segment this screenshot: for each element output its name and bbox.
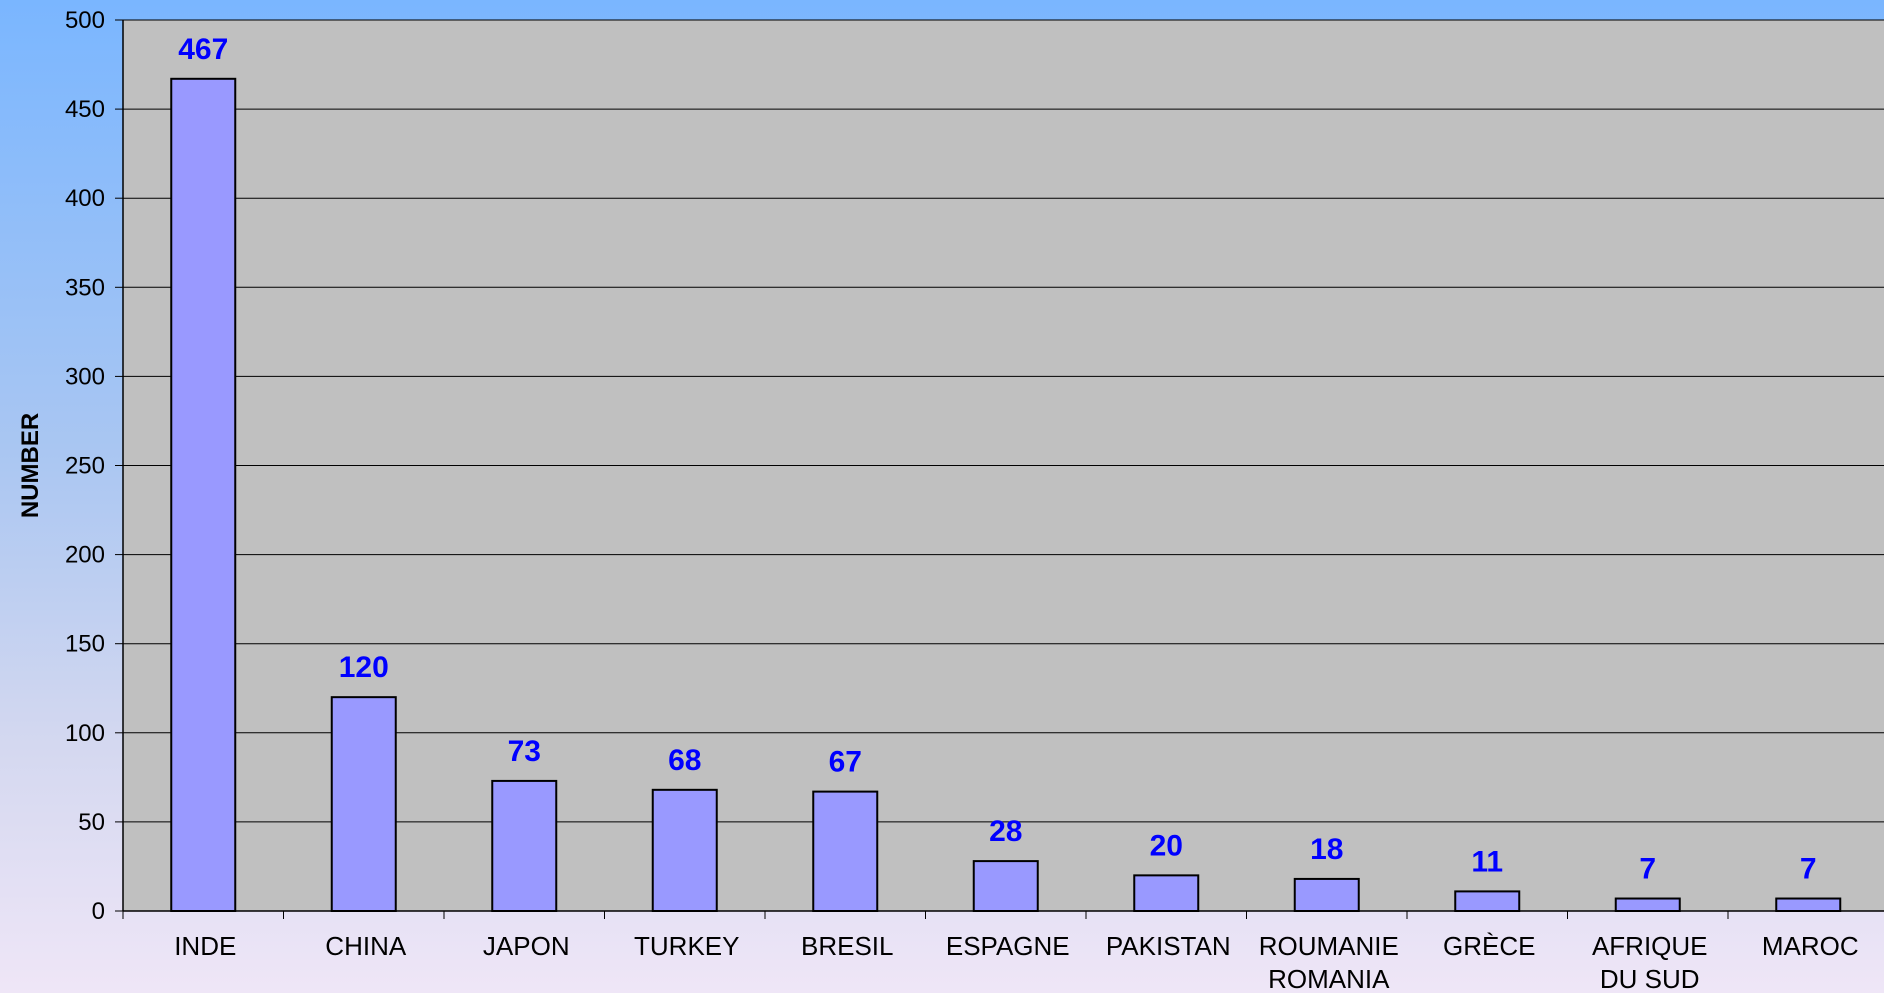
data-label: 28 xyxy=(989,815,1022,848)
category-label: ROUMANIE xyxy=(1259,931,1399,961)
data-label: 68 xyxy=(668,744,701,777)
y-axis-label: NUMBER xyxy=(17,413,44,518)
bar xyxy=(170,77,237,912)
y-tick-label: 150 xyxy=(65,631,105,658)
data-label: 11 xyxy=(1471,845,1503,878)
category-label: ESPAGNE xyxy=(946,931,1070,961)
bar xyxy=(812,790,879,913)
category-label: INDE xyxy=(174,931,236,961)
bar xyxy=(1454,890,1521,913)
bar xyxy=(1775,897,1842,913)
y-tick-label: 0 xyxy=(92,898,105,925)
data-label: 120 xyxy=(339,651,389,684)
data-label: 7 xyxy=(1800,853,1817,886)
bar xyxy=(330,696,397,912)
category-label: MAROC xyxy=(1762,931,1859,961)
category-label: AFRIQUE xyxy=(1592,931,1708,961)
bar xyxy=(491,779,558,912)
y-tick-label: 500 xyxy=(65,7,105,34)
category-label: JAPON xyxy=(483,931,570,961)
y-tick-label: 50 xyxy=(78,809,105,836)
data-label: 67 xyxy=(829,746,862,779)
y-tick-label: 300 xyxy=(65,363,105,390)
data-label: 18 xyxy=(1310,833,1343,866)
category-label: BRESIL xyxy=(801,931,894,961)
y-tick-label: 100 xyxy=(65,720,105,747)
category-label: TURKEY xyxy=(634,931,739,961)
data-label: 7 xyxy=(1639,853,1656,886)
bar xyxy=(972,860,1039,913)
bar xyxy=(1293,877,1360,913)
category-label: ROMANIA xyxy=(1268,964,1390,993)
category-label: DU SUD xyxy=(1600,964,1700,993)
y-tick-label: 250 xyxy=(65,453,105,480)
y-tick-label: 400 xyxy=(65,185,105,212)
data-label: 73 xyxy=(508,735,541,768)
y-tick-label: 200 xyxy=(65,542,105,569)
bar xyxy=(1614,897,1681,913)
y-tick-label: 350 xyxy=(65,274,105,301)
bar xyxy=(1133,874,1200,912)
y-tick-label: 450 xyxy=(65,96,105,123)
category-label: PAKISTAN xyxy=(1106,931,1231,961)
category-label: CHINA xyxy=(325,931,407,961)
data-label: 20 xyxy=(1150,829,1183,862)
data-label: 467 xyxy=(178,33,228,66)
bar xyxy=(651,788,718,912)
category-label: GRÈCE xyxy=(1443,931,1535,961)
